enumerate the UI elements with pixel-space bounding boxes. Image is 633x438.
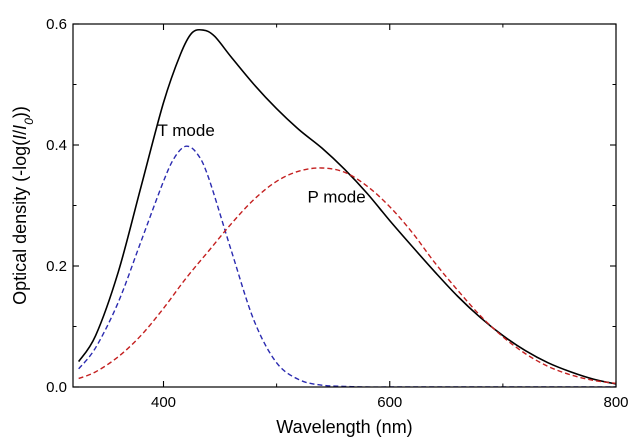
y-tick-label: 0.4 bbox=[46, 137, 67, 154]
text-layer: 400 600 800 0.0 0.2 0.4 0.6 Wavelength (nm) Opti… bbox=[10, 16, 629, 437]
p-mode-line bbox=[78, 167, 616, 385]
y-axis-title-part: Optical density (-log( bbox=[10, 140, 30, 305]
x-tick-label: 600 bbox=[377, 394, 402, 411]
y-axis-title: Optical density (-log(I/I0)) bbox=[10, 106, 36, 305]
x-tick-label: 800 bbox=[603, 394, 628, 411]
y-axis-title-part: I bbox=[10, 125, 30, 130]
y-axis-title-part: I bbox=[10, 135, 30, 140]
y-axis-title-part: / bbox=[10, 130, 30, 135]
t-mode-label: T mode bbox=[157, 121, 214, 140]
x-tick-label: 400 bbox=[151, 394, 176, 411]
x-axis-title: Wavelength (nm) bbox=[276, 417, 412, 437]
y-tick-label: 0.6 bbox=[46, 16, 67, 33]
series-layer bbox=[77, 28, 616, 387]
p-mode-label: P mode bbox=[307, 187, 365, 206]
t-mode-line bbox=[78, 145, 616, 387]
y-axis-title-part: 0 bbox=[22, 118, 36, 125]
total-absorbance-line bbox=[77, 28, 616, 385]
y-tick-label: 0.0 bbox=[46, 379, 67, 396]
y-axis-title-part: )) bbox=[10, 106, 30, 118]
y-tick-label: 0.2 bbox=[46, 258, 67, 275]
axes-layer bbox=[72, 23, 617, 388]
